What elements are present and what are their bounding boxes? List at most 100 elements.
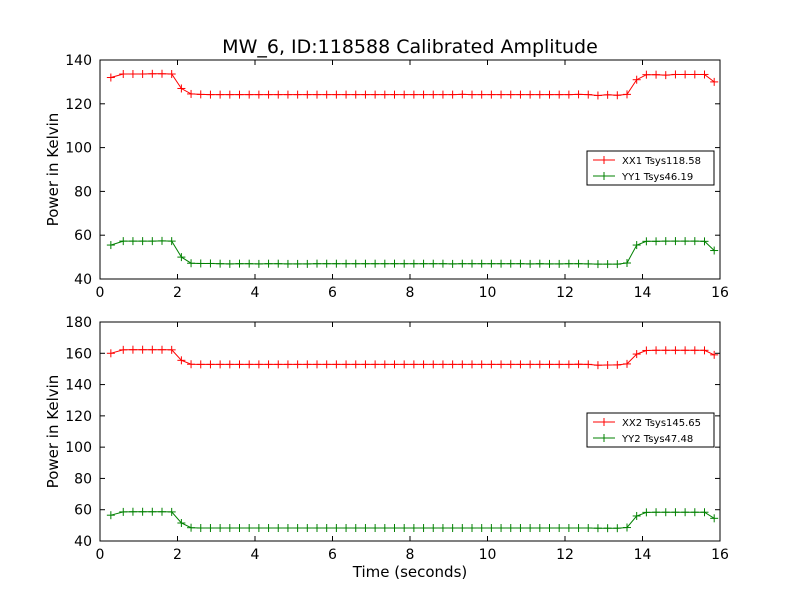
legend-swatch-marker [600, 434, 608, 442]
data-point-xx-panel-1-20 [303, 90, 312, 99]
data-point-yy-panel-1-30 [400, 259, 409, 268]
data-point-xx-panel-1-55 [642, 70, 651, 79]
legend-entry-label: XX2 Tsys145.65 [622, 418, 701, 429]
data-point-xx-panel-1-21 [313, 90, 321, 99]
data-point-xx-panel-2-58 [671, 346, 680, 355]
data-point-yy-panel-1-42 [516, 259, 525, 268]
x-tick-label: 2 [173, 285, 182, 301]
data-point-xx-panel-2-44 [535, 360, 544, 369]
data-point-xx-panel-2-26 [361, 360, 370, 369]
data-point-xx-panel-2-10 [206, 360, 215, 369]
data-point-xx-panel-2-42 [516, 360, 525, 369]
data-point-yy-panel-1-15 [254, 259, 263, 268]
data-point-xx-panel-1-42 [516, 90, 525, 99]
data-point-yy-panel-2-58 [671, 508, 680, 517]
data-point-yy-panel-1-19 [293, 259, 302, 268]
data-point-yy-panel-2-60 [690, 508, 699, 517]
data-point-yy-panel-2-44 [535, 524, 544, 533]
data-point-yy-panel-2-18 [283, 524, 292, 533]
data-point-yy-panel-2-12 [225, 524, 234, 533]
x-tick-label: 16 [711, 547, 729, 563]
panel-2-plot-area [106, 345, 719, 533]
data-point-xx-panel-1-6 [167, 70, 176, 79]
data-point-yy-panel-2-0 [106, 511, 115, 520]
data-point-xx-panel-1-54 [632, 75, 641, 84]
data-point-yy-panel-2-7 [177, 519, 186, 528]
data-point-yy-panel-2-47 [564, 524, 573, 533]
data-point-yy-panel-1-1 [119, 237, 128, 246]
data-point-xx-panel-1-59 [681, 70, 690, 79]
data-point-xx-panel-1-28 [380, 90, 389, 99]
data-point-yy-panel-1-7 [177, 253, 186, 262]
data-point-xx-panel-2-19 [293, 360, 302, 369]
data-point-yy-panel-1-62 [710, 246, 719, 255]
data-point-yy-panel-1-59 [681, 237, 690, 246]
data-point-xx-panel-2-51 [603, 361, 612, 370]
data-point-yy-panel-1-58 [671, 237, 680, 246]
y-axis-label: Power in Kelvin [44, 113, 62, 227]
data-point-xx-panel-2-21 [313, 360, 321, 369]
data-point-yy-panel-1-61 [700, 237, 709, 246]
data-point-xx-panel-1-13 [235, 90, 244, 99]
data-point-yy-panel-1-44 [535, 259, 544, 268]
data-point-yy-panel-1-25 [351, 259, 360, 268]
y-tick-label: 60 [74, 228, 92, 244]
data-point-yy-panel-2-32 [419, 524, 428, 533]
x-axis-label: Time (seconds) [352, 563, 468, 581]
data-point-xx-panel-1-7 [177, 84, 186, 93]
data-point-xx-panel-2-16 [264, 360, 273, 369]
data-point-xx-panel-2-33 [429, 360, 438, 369]
data-point-yy-panel-1-14 [245, 259, 254, 268]
data-point-yy-panel-2-13 [235, 524, 244, 533]
data-point-xx-panel-1-50 [593, 91, 602, 100]
data-point-xx-panel-2-28 [380, 360, 389, 369]
data-point-yy-panel-2-37 [468, 524, 476, 533]
data-point-yy-panel-1-21 [313, 259, 321, 268]
data-point-yy-panel-2-45 [545, 524, 554, 533]
data-point-xx-panel-2-41 [506, 360, 515, 369]
data-point-xx-panel-1-38 [477, 90, 486, 99]
data-point-yy-panel-1-33 [429, 259, 438, 268]
data-point-yy-panel-1-46 [555, 259, 564, 268]
data-point-yy-panel-1-34 [438, 259, 447, 268]
data-point-xx-panel-2-37 [468, 360, 476, 369]
data-point-xx-panel-2-15 [254, 360, 263, 369]
data-point-yy-panel-2-34 [438, 524, 447, 533]
data-point-yy-panel-1-54 [632, 241, 641, 250]
y-tick-label: 40 [74, 534, 92, 550]
data-point-yy-panel-1-35 [448, 259, 457, 268]
data-point-xx-panel-2-55 [642, 346, 651, 355]
data-point-xx-panel-2-3 [138, 345, 147, 354]
data-point-yy-panel-1-36 [458, 259, 467, 268]
data-point-yy-panel-2-14 [245, 524, 254, 533]
data-point-yy-panel-1-24 [342, 259, 351, 268]
data-point-yy-panel-2-29 [390, 524, 399, 533]
panel-1: 0 2 4 6 8 10 12 14 16 40 60 80 100 120 140 Power in Kel… [44, 53, 729, 301]
data-point-xx-panel-1-12 [225, 90, 234, 99]
x-tick-label: 16 [711, 285, 729, 301]
data-point-xx-panel-1-1 [119, 70, 128, 79]
data-point-yy-panel-1-8 [187, 259, 196, 268]
y-tick-label: 120 [65, 97, 92, 113]
data-point-xx-panel-2-12 [225, 360, 234, 369]
data-point-yy-panel-1-55 [642, 237, 651, 246]
x-tick-label: 10 [479, 547, 497, 563]
y-tick-label: 60 [74, 503, 92, 519]
data-point-yy-panel-1-4 [148, 237, 157, 246]
data-point-xx-panel-2-4 [148, 345, 157, 354]
data-point-xx-panel-1-24 [342, 90, 351, 99]
data-point-yy-panel-2-30 [400, 524, 409, 533]
data-point-yy-panel-2-51 [603, 524, 612, 533]
data-point-xx-panel-1-27 [371, 90, 380, 99]
data-point-xx-panel-1-33 [429, 90, 438, 99]
data-point-xx-panel-2-20 [303, 360, 312, 369]
data-point-xx-panel-1-8 [187, 89, 196, 98]
data-point-yy-panel-2-16 [264, 524, 273, 533]
y-tick-label: 100 [65, 141, 92, 157]
data-point-xx-panel-2-24 [342, 360, 351, 369]
x-tick-label: 10 [479, 285, 497, 301]
data-point-yy-panel-1-10 [206, 259, 215, 268]
data-point-xx-panel-1-35 [448, 90, 457, 99]
data-point-yy-panel-1-9 [196, 259, 205, 268]
